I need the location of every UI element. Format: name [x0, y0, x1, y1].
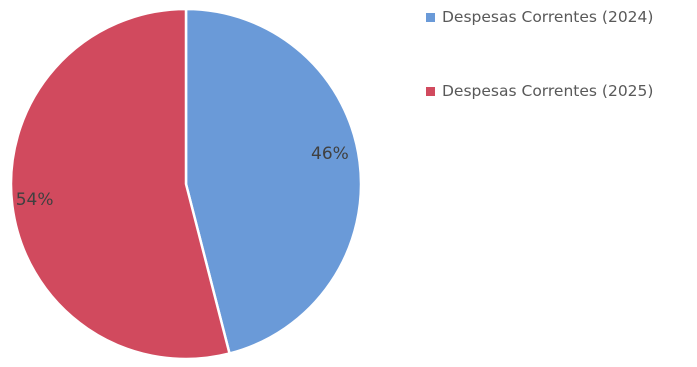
legend-label-2025: Despesas Correntes (2025)	[442, 82, 654, 100]
pie-slice-labels: 46% 54%	[16, 144, 349, 210]
pie-slice-2024	[184, 7, 363, 356]
pie-slice-2025	[9, 7, 232, 361]
slice-label-2024: 46%	[311, 144, 349, 164]
legend-swatch-2025	[426, 86, 435, 96]
legend-item-2024: Despesas Correntes (2024)	[426, 4, 694, 30]
legend-swatch-2024	[426, 12, 435, 22]
legend-item-2025: Despesas Correntes (2025)	[426, 78, 694, 104]
slice-label-2025: 54%	[16, 190, 54, 210]
chart-legend: Despesas Correntes (2024) Despesas Corre…	[426, 4, 694, 152]
pie-slices	[9, 7, 363, 361]
legend-label-2024: Despesas Correntes (2024)	[442, 8, 654, 26]
